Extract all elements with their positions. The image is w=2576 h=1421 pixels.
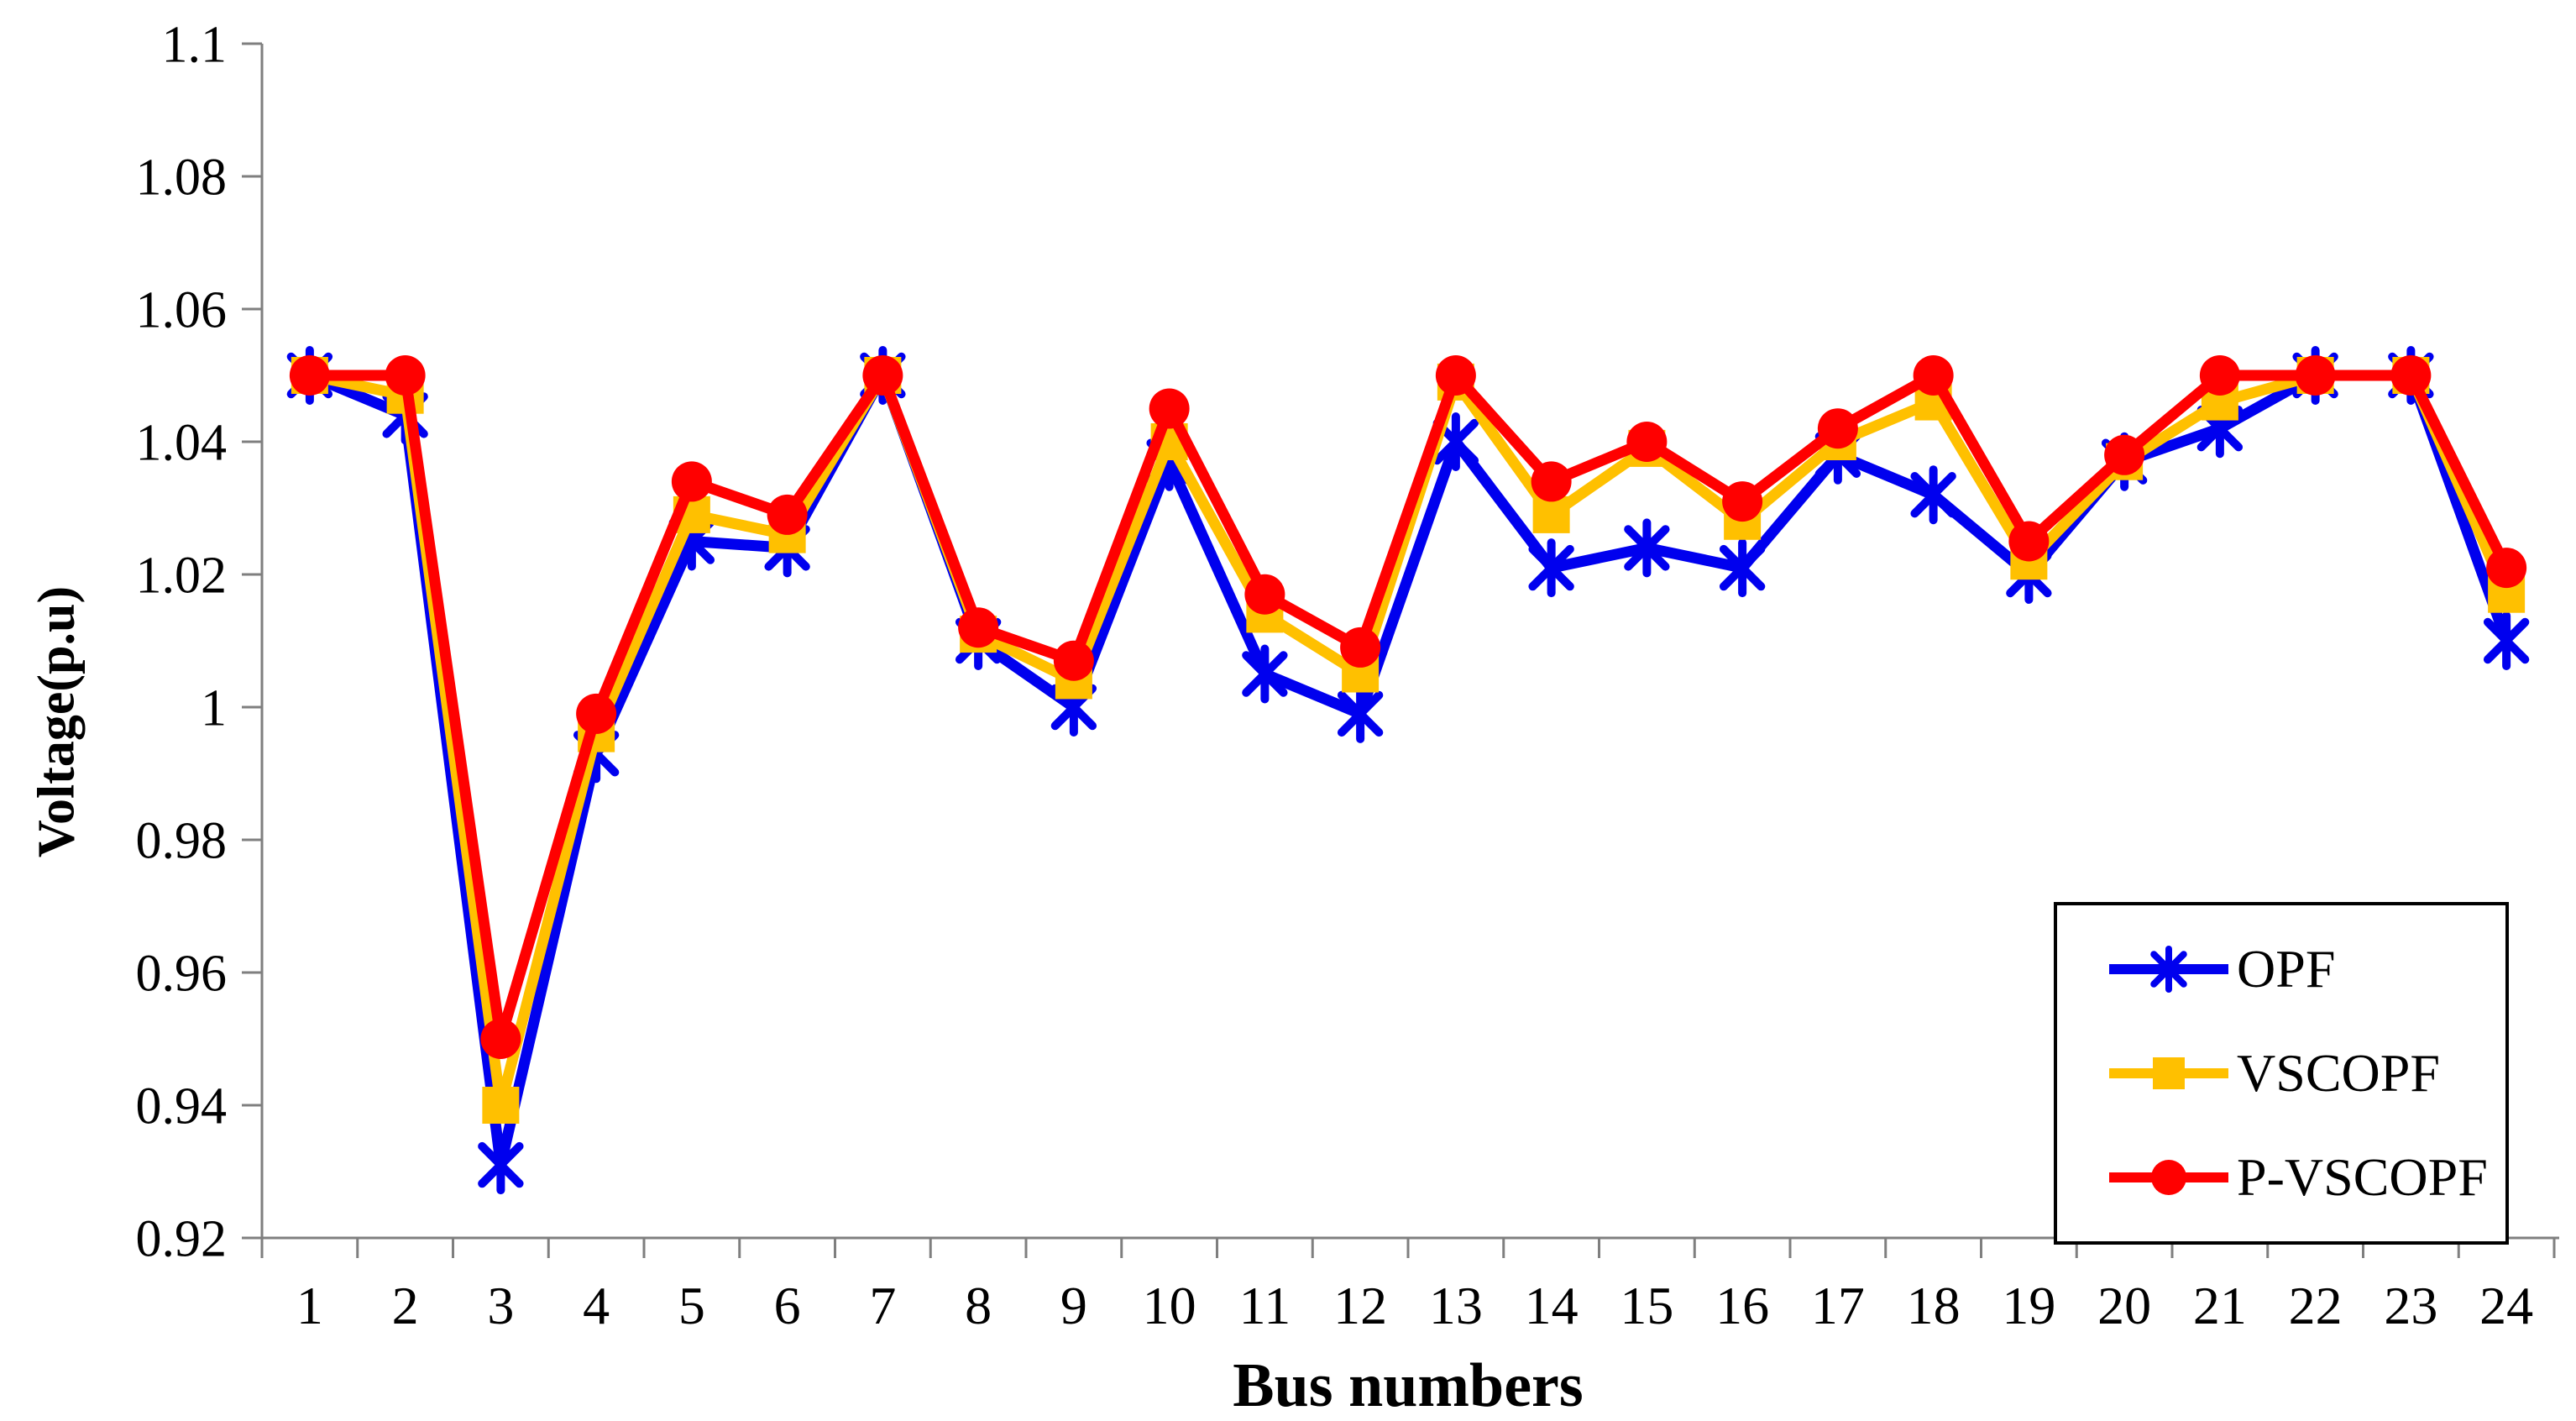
y-axis-ticks: 0.92 0.94 0.96 0.98 1 1.02 1.04 1.06 1.08 1.1 bbox=[136, 17, 262, 1268]
x-axis-ticks: 1 2 3 4 5 6 7 8 9 10 11 12 13 14 15 16 17 18 19 20 21 22 23 24 bbox=[260, 1238, 2556, 1335]
p-vscopf-circle-marker-icon bbox=[2109, 1160, 2228, 1195]
x-tick-label: 4 bbox=[583, 1276, 610, 1335]
x-tick-label: 2 bbox=[392, 1276, 419, 1335]
x-tick-label: 3 bbox=[487, 1276, 514, 1335]
y-tick-label: 1.08 bbox=[136, 149, 228, 207]
legend-entry-vscopf: VSCOPF bbox=[2106, 1046, 2497, 1101]
x-tick-label: 6 bbox=[774, 1276, 801, 1335]
y-tick-label: 1.06 bbox=[136, 282, 228, 339]
y-tick-label: 1 bbox=[201, 680, 227, 737]
legend-box: OPF VSCOPF P-VSCOPF bbox=[2054, 902, 2509, 1245]
x-tick-label: 12 bbox=[1333, 1276, 1387, 1335]
x-tick-label: 13 bbox=[1429, 1276, 1483, 1335]
x-tick-label: 23 bbox=[2384, 1276, 2437, 1335]
legend-label-vscopf: VSCOPF bbox=[2237, 1043, 2440, 1103]
x-tick-label: 5 bbox=[678, 1276, 705, 1335]
y-tick-label: 0.98 bbox=[136, 813, 228, 870]
x-tick-label: 9 bbox=[1060, 1276, 1087, 1335]
y-tick-label: 1.1 bbox=[162, 17, 228, 74]
x-tick-label: 15 bbox=[1620, 1276, 1673, 1335]
x-tick-label: 17 bbox=[1811, 1276, 1865, 1335]
vscopf-square-marker-icon bbox=[2109, 1057, 2228, 1089]
y-axis-title: Voltage(p.u) bbox=[28, 585, 86, 858]
x-tick-label: 11 bbox=[1239, 1276, 1291, 1335]
series-p-vscopf bbox=[289, 355, 2527, 1059]
legend-entry-p-vscopf: P-VSCOPF bbox=[2106, 1150, 2497, 1205]
y-tick-label: 0.92 bbox=[136, 1211, 228, 1268]
x-tick-label: 1 bbox=[296, 1276, 323, 1335]
x-tick-label: 7 bbox=[869, 1276, 896, 1335]
x-tick-label: 14 bbox=[1525, 1276, 1579, 1335]
x-tick-label: 8 bbox=[965, 1276, 992, 1335]
x-tick-label: 24 bbox=[2479, 1276, 2533, 1335]
opf-asterisk-marker-icon bbox=[2109, 946, 2228, 993]
x-tick-label: 18 bbox=[1907, 1276, 1961, 1335]
x-tick-label: 22 bbox=[2289, 1276, 2343, 1335]
legend-label-p-vscopf: P-VSCOPF bbox=[2237, 1147, 2488, 1207]
y-tick-label: 1.02 bbox=[136, 548, 228, 605]
x-tick-label: 20 bbox=[2097, 1276, 2151, 1335]
legend-label-opf: OPF bbox=[2237, 939, 2336, 999]
legend-entry-opf: OPF bbox=[2106, 941, 2497, 997]
y-tick-label: 0.94 bbox=[136, 1078, 228, 1135]
x-tick-label: 19 bbox=[2002, 1276, 2055, 1335]
x-tick-label: 10 bbox=[1143, 1276, 1196, 1335]
x-tick-label: 21 bbox=[2193, 1276, 2247, 1335]
y-tick-label: 0.96 bbox=[136, 946, 228, 1003]
x-tick-label: 16 bbox=[1715, 1276, 1769, 1335]
x-axis-title: Bus numbers bbox=[1233, 1351, 1584, 1420]
y-tick-label: 1.04 bbox=[136, 415, 228, 472]
